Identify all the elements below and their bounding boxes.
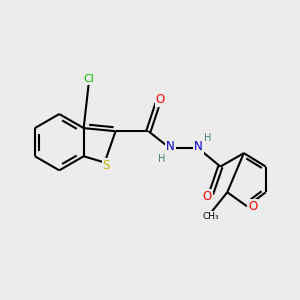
Text: N: N xyxy=(194,140,203,153)
Text: N: N xyxy=(166,140,175,153)
Text: CH₃: CH₃ xyxy=(203,212,219,221)
Text: H: H xyxy=(204,134,211,143)
Text: O: O xyxy=(248,200,257,213)
Text: O: O xyxy=(202,190,212,203)
Text: S: S xyxy=(103,158,110,172)
Text: O: O xyxy=(156,93,165,106)
Text: Cl: Cl xyxy=(84,74,94,84)
Text: H: H xyxy=(158,154,165,164)
